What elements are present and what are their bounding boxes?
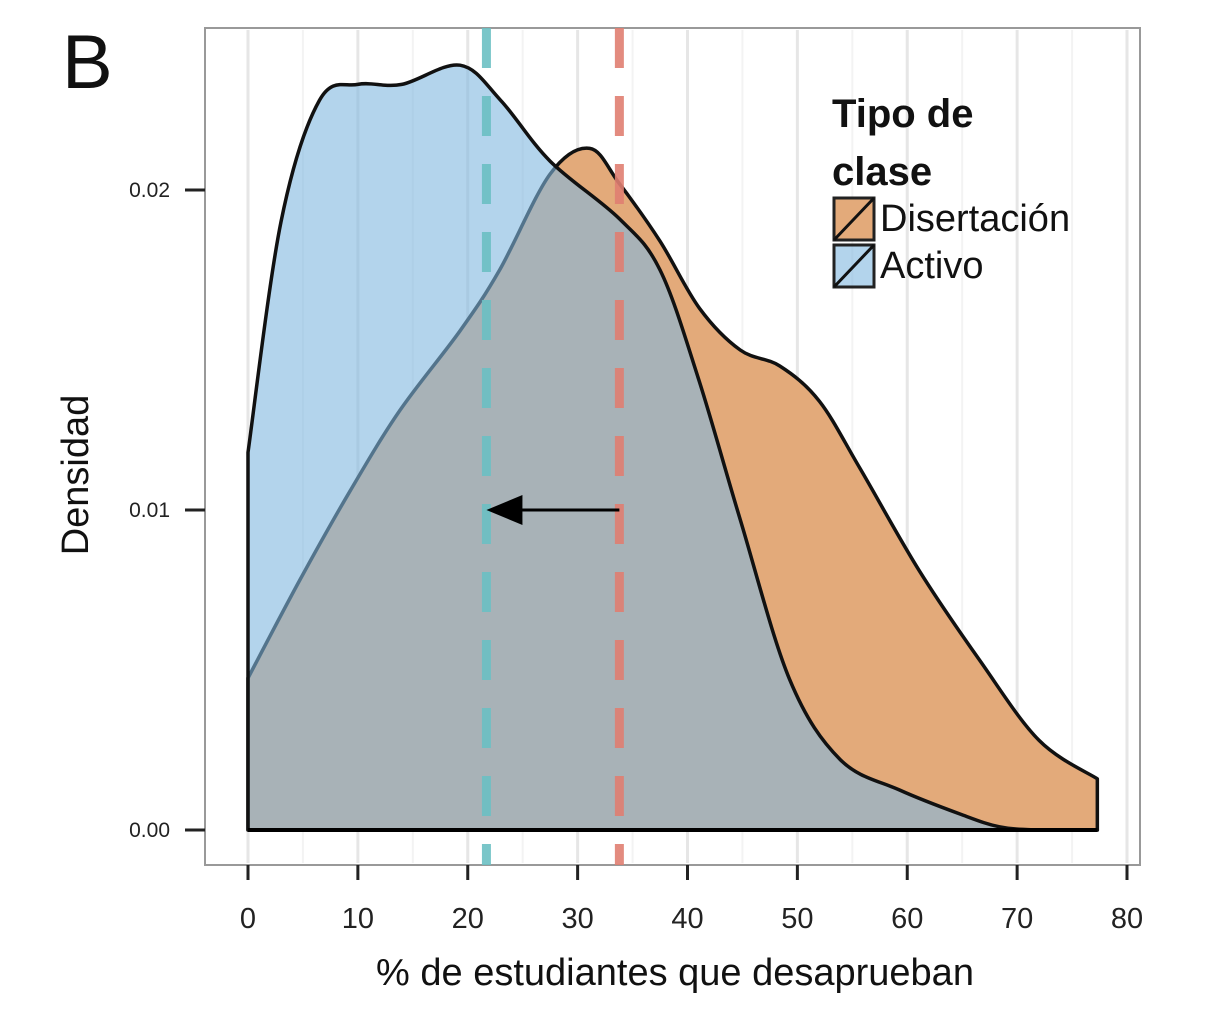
legend: Tipo de clase Disertación Activo	[832, 92, 1070, 289]
x-tick-label: 50	[781, 903, 813, 935]
x-tick-label: 40	[671, 903, 703, 935]
x-tick-label: 20	[452, 903, 484, 935]
legend-title-line1: Tipo de	[832, 92, 973, 136]
arrow-head	[486, 495, 523, 525]
y-tick-label: 0.02	[129, 179, 170, 202]
legend-swatch-slash	[832, 243, 876, 289]
x-tick-label: 10	[342, 903, 374, 935]
x-tick-label: 70	[1001, 903, 1033, 935]
x-tick-label: 80	[1111, 903, 1143, 935]
y-axis-label: Densidad	[55, 395, 97, 556]
panel-label: B	[62, 20, 113, 105]
x-tick-label: 60	[891, 903, 923, 935]
x-tick-label: 0	[240, 903, 256, 935]
legend-swatch-slash	[832, 196, 876, 242]
legend-label: Disertación	[880, 198, 1070, 240]
density-area-activo	[246, 63, 1100, 832]
x-tick-label: 30	[561, 903, 593, 935]
legend-title-line2: clase	[832, 150, 932, 194]
y-tick-label: 0.01	[129, 499, 170, 522]
y-tick-label: 0.00	[129, 819, 170, 842]
x-axis-label: % de estudiantes que desaprueban	[376, 952, 974, 994]
legend-label: Activo	[880, 245, 983, 287]
